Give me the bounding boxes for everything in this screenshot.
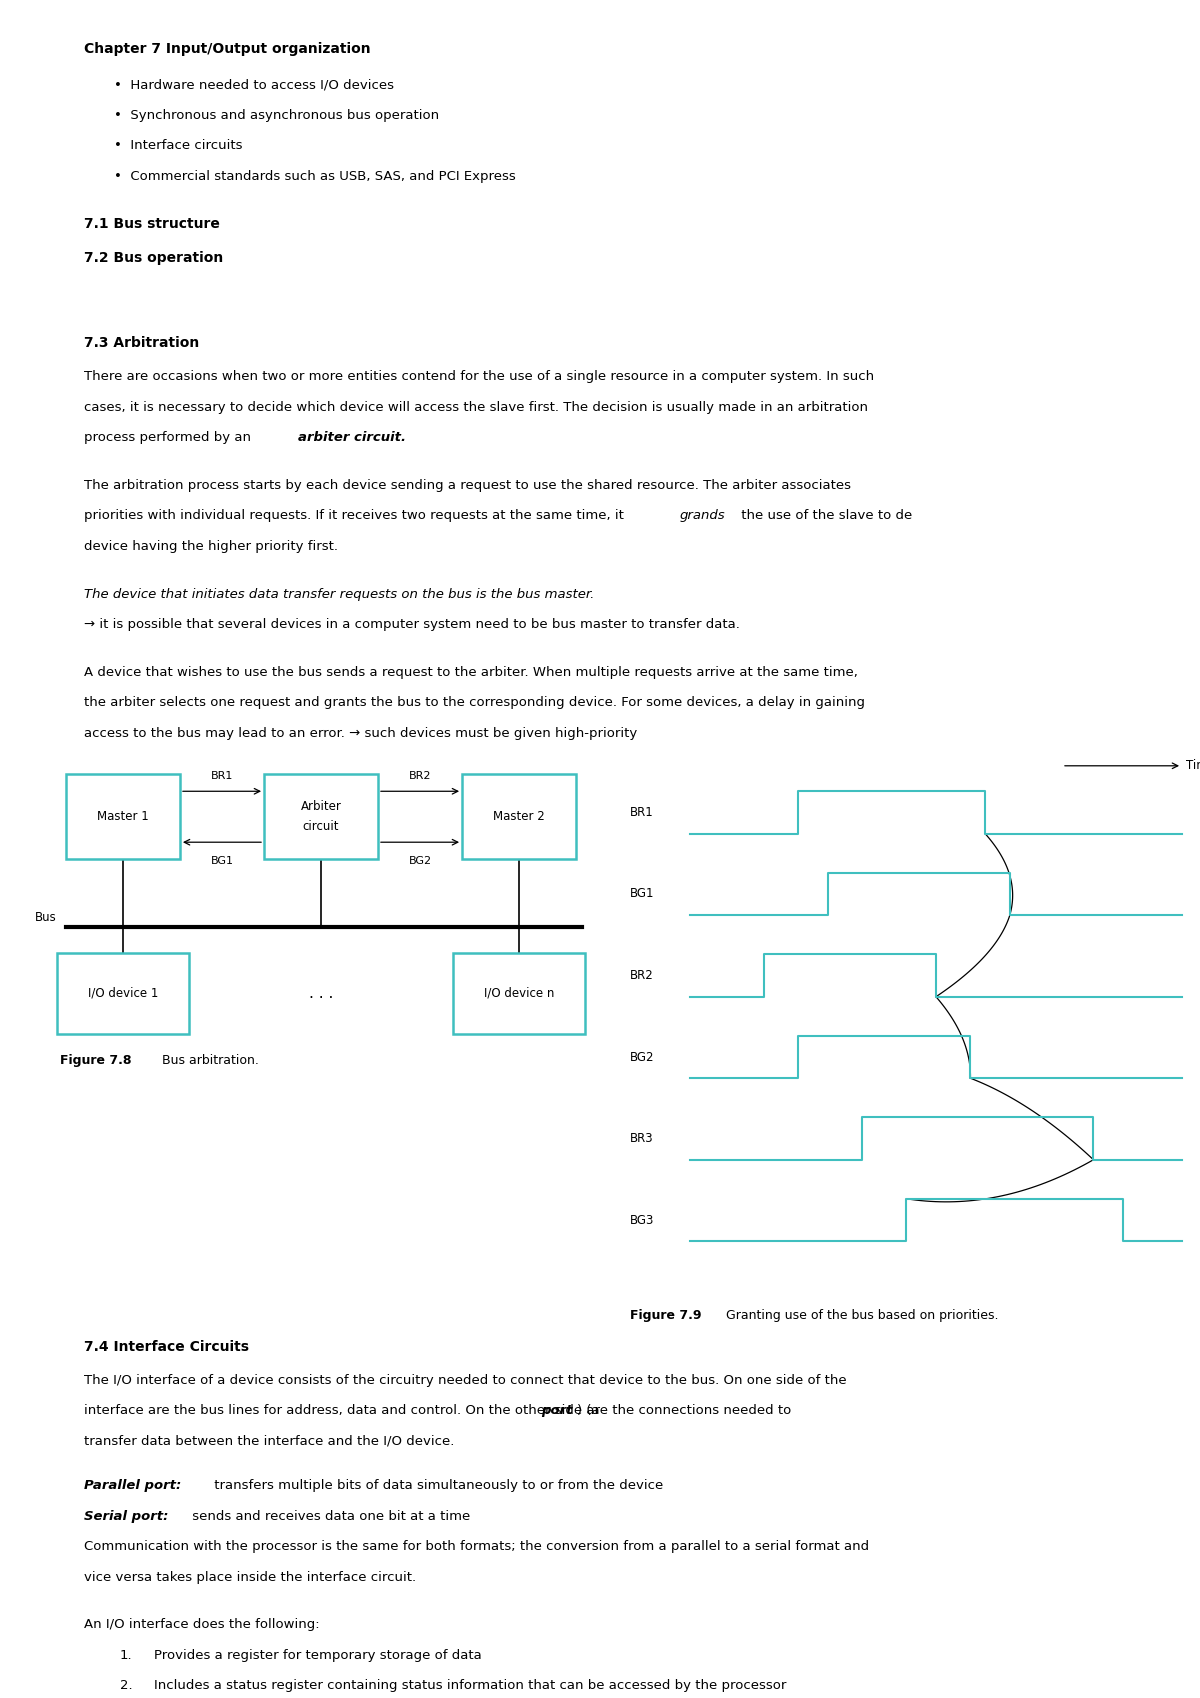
Text: A device that wishes to use the bus sends a request to the arbiter. When multipl: A device that wishes to use the bus send… <box>84 666 858 679</box>
Text: Granting use of the bus based on priorities.: Granting use of the bus based on priorit… <box>714 1309 998 1323</box>
Text: 7.3 Arbitration: 7.3 Arbitration <box>84 336 199 350</box>
FancyBboxPatch shape <box>462 774 576 859</box>
Text: There are occasions when two or more entities contend for the use of a single re: There are occasions when two or more ent… <box>84 370 874 384</box>
Text: vice versa takes place inside the interface circuit.: vice versa takes place inside the interf… <box>84 1571 416 1584</box>
Text: •  Interface circuits: • Interface circuits <box>114 139 242 153</box>
Text: sends and receives data one bit at a time: sends and receives data one bit at a tim… <box>188 1510 470 1523</box>
Text: Bus: Bus <box>35 910 56 924</box>
FancyBboxPatch shape <box>66 774 180 859</box>
Text: the use of the slave to de: the use of the slave to de <box>737 509 912 523</box>
Text: Serial port:: Serial port: <box>84 1510 168 1523</box>
Text: Communication with the processor is the same for both formats; the conversion fr: Communication with the processor is the … <box>84 1540 869 1554</box>
Text: I/O device 1: I/O device 1 <box>88 987 158 1000</box>
Text: cases, it is necessary to decide which device will access the slave first. The d: cases, it is necessary to decide which d… <box>84 401 868 414</box>
Text: 2.: 2. <box>120 1679 133 1693</box>
Text: Arbiter: Arbiter <box>300 800 342 813</box>
Text: circuit: circuit <box>302 820 340 834</box>
Text: Master 1: Master 1 <box>97 810 149 824</box>
Text: ) are the connections needed to: ) are the connections needed to <box>577 1404 792 1418</box>
Text: An I/O interface does the following:: An I/O interface does the following: <box>84 1618 319 1632</box>
Text: 1.: 1. <box>120 1649 133 1662</box>
Text: 7.1 Bus structure: 7.1 Bus structure <box>84 217 220 231</box>
Text: port: port <box>541 1404 572 1418</box>
Text: •  Hardware needed to access I/O devices: • Hardware needed to access I/O devices <box>114 78 394 92</box>
Text: BG2: BG2 <box>408 856 432 866</box>
Text: Figure 7.9: Figure 7.9 <box>630 1309 702 1323</box>
Text: 7.2 Bus operation: 7.2 Bus operation <box>84 251 223 265</box>
Text: transfers multiple bits of data simultaneously to or from the device: transfers multiple bits of data simultan… <box>210 1479 664 1493</box>
Text: interface are the bus lines for address, data and control. On the other side (a: interface are the bus lines for address,… <box>84 1404 600 1418</box>
Text: transfer data between the interface and the I/O device.: transfer data between the interface and … <box>84 1435 455 1448</box>
Text: •  Synchronous and asynchronous bus operation: • Synchronous and asynchronous bus opera… <box>114 109 439 122</box>
Text: → it is possible that several devices in a computer system need to be bus master: → it is possible that several devices in… <box>84 618 740 632</box>
Text: The device that initiates data transfer requests on the bus is the bus master.: The device that initiates data transfer … <box>84 588 594 601</box>
Text: grands: grands <box>679 509 725 523</box>
Text: BR1: BR1 <box>630 807 654 818</box>
Text: device having the higher priority first.: device having the higher priority first. <box>84 540 338 554</box>
Text: BG3: BG3 <box>630 1214 654 1226</box>
Text: access to the bus may lead to an error. → such devices must be given high-priori: access to the bus may lead to an error. … <box>84 727 637 740</box>
Text: Bus arbitration.: Bus arbitration. <box>150 1054 259 1068</box>
FancyBboxPatch shape <box>454 953 586 1034</box>
Text: BG1: BG1 <box>630 888 654 900</box>
Text: BR2: BR2 <box>409 771 431 781</box>
Text: Chapter 7 Input/Output organization: Chapter 7 Input/Output organization <box>84 42 371 56</box>
Text: the arbiter selects one request and grants the bus to the corresponding device. : the arbiter selects one request and gran… <box>84 696 865 710</box>
Text: 7.4 Interface Circuits: 7.4 Interface Circuits <box>84 1340 250 1353</box>
Text: BR1: BR1 <box>211 771 233 781</box>
Text: . . .: . . . <box>308 987 334 1000</box>
Text: Parallel port:: Parallel port: <box>84 1479 181 1493</box>
Text: BR3: BR3 <box>630 1133 654 1144</box>
Text: priorities with individual requests. If it receives two requests at the same tim: priorities with individual requests. If … <box>84 509 624 523</box>
Text: process performed by an: process performed by an <box>84 431 251 445</box>
Text: Includes a status register containing status information that can be accessed by: Includes a status register containing st… <box>154 1679 786 1693</box>
Text: The I/O interface of a device consists of the circuitry needed to connect that d: The I/O interface of a device consists o… <box>84 1374 847 1387</box>
Text: BG2: BG2 <box>630 1051 654 1063</box>
FancyBboxPatch shape <box>58 953 190 1034</box>
Text: BG1: BG1 <box>210 856 234 866</box>
Text: Figure 7.8: Figure 7.8 <box>60 1054 132 1068</box>
Text: arbiter circuit.: arbiter circuit. <box>298 431 406 445</box>
Text: Provides a register for temporary storage of data: Provides a register for temporary storag… <box>154 1649 481 1662</box>
Text: Time: Time <box>1186 759 1200 773</box>
Text: The arbitration process starts by each device sending a request to use the share: The arbitration process starts by each d… <box>84 479 851 492</box>
Text: Master 2: Master 2 <box>493 810 545 824</box>
Text: BR2: BR2 <box>630 970 654 981</box>
FancyBboxPatch shape <box>264 774 378 859</box>
Text: I/O device n: I/O device n <box>484 987 554 1000</box>
Text: •  Commercial standards such as USB, SAS, and PCI Express: • Commercial standards such as USB, SAS,… <box>114 170 516 183</box>
